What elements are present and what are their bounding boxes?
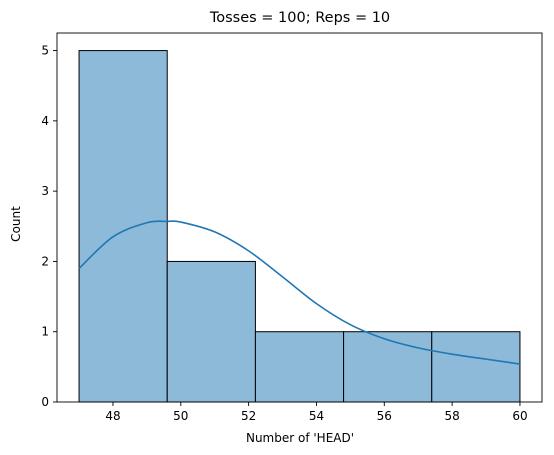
x-tick-label: 48 <box>105 409 120 423</box>
x-tick-label: 56 <box>377 409 392 423</box>
x-axis-ticks: 48 50 52 54 56 58 60 <box>105 402 528 423</box>
plot-frame <box>56 32 543 403</box>
y-tick-label: 0 <box>41 395 49 409</box>
histogram-bar-0 <box>78 50 168 403</box>
kde-curve <box>78 220 521 365</box>
y-tick-label: 4 <box>41 114 49 128</box>
y-tick-label: 5 <box>41 44 49 58</box>
y-tick-label: 3 <box>41 184 49 198</box>
x-tick-label: 52 <box>241 409 256 423</box>
x-tick-label: 50 <box>173 409 188 423</box>
y-axis-ticks: 0 1 2 3 4 5 <box>41 44 57 409</box>
chart-title: Tosses = 100; Reps = 10 <box>209 10 390 26</box>
y-tick-label: 1 <box>41 325 49 339</box>
histogram-bar-1 <box>166 260 256 403</box>
y-axis-label: Count <box>9 206 23 242</box>
x-tick-label: 60 <box>512 409 527 423</box>
histogram-bar-2 <box>254 331 345 403</box>
histogram-bar-3 <box>343 331 433 403</box>
x-axis-label: Number of 'HEAD' <box>246 431 354 445</box>
y-tick-label: 2 <box>41 254 49 268</box>
histogram-bars <box>78 50 521 403</box>
x-tick-label: 58 <box>444 409 459 423</box>
x-tick-label: 54 <box>309 409 324 423</box>
histogram-bar-4 <box>431 331 521 403</box>
